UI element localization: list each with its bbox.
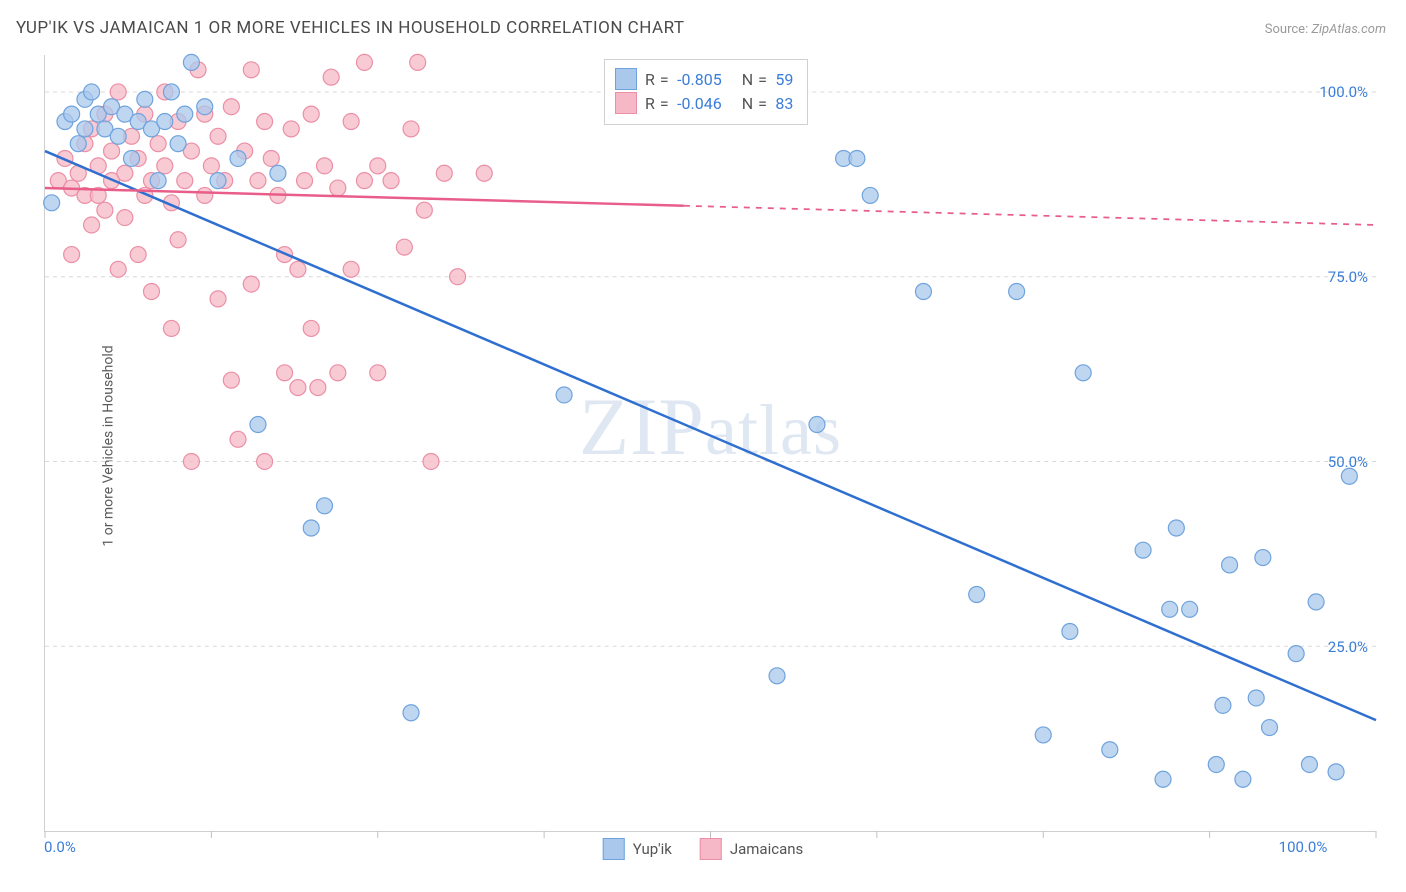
source-attribution: Source: ZipAtlas.com	[1265, 22, 1386, 37]
chart-title: YUP'IK VS JAMAICAN 1 OR MORE VEHICLES IN…	[16, 18, 685, 38]
legend-item-series2: Jamaicans	[700, 838, 803, 860]
stat-r-value-1: -0.805	[677, 70, 722, 89]
stats-row-series1: R = -0.805 N = 59	[615, 68, 793, 90]
stat-n-label-1: N =	[742, 70, 768, 89]
bottom-legend: Yup'ik Jamaicans	[603, 838, 804, 860]
swatch-series2	[615, 92, 637, 114]
stat-n-value-2: 83	[775, 94, 793, 113]
y-tick-label: 25.0%	[1328, 638, 1368, 656]
stat-n-value-1: 59	[775, 70, 793, 89]
stats-legend-box: R = -0.805 N = 59 R = -0.046 N = 83	[604, 59, 808, 125]
stat-n-label-2: N =	[742, 94, 768, 113]
stat-r-label-2: R =	[645, 94, 669, 113]
chart-container: YUP'IK VS JAMAICAN 1 OR MORE VEHICLES IN…	[0, 0, 1406, 892]
legend-item-series1: Yup'ik	[603, 838, 672, 860]
source-value: ZipAtlas.com	[1311, 22, 1386, 37]
plot-svg	[45, 55, 1376, 831]
stat-r-value-2: -0.046	[677, 94, 722, 113]
legend-label-series1: Yup'ik	[633, 840, 672, 858]
y-tick-label: 50.0%	[1328, 453, 1368, 471]
legend-label-series2: Jamaicans	[730, 840, 803, 858]
legend-swatch-series2	[700, 838, 722, 860]
source-label: Source:	[1265, 22, 1308, 37]
y-tick-label: 100.0%	[1319, 83, 1368, 101]
stats-row-series2: R = -0.046 N = 83	[615, 92, 793, 114]
y-tick-label: 75.0%	[1328, 268, 1368, 286]
x-tick-label-min: 0.0%	[44, 838, 76, 856]
x-tick-label-max: 100.0%	[1279, 838, 1328, 856]
legend-swatch-series1	[603, 838, 625, 860]
stat-r-label-1: R =	[645, 70, 669, 89]
plot-area: ZIPatlas R = -0.805 N = 59 R = -0.046 N …	[44, 55, 1376, 832]
swatch-series1	[615, 68, 637, 90]
